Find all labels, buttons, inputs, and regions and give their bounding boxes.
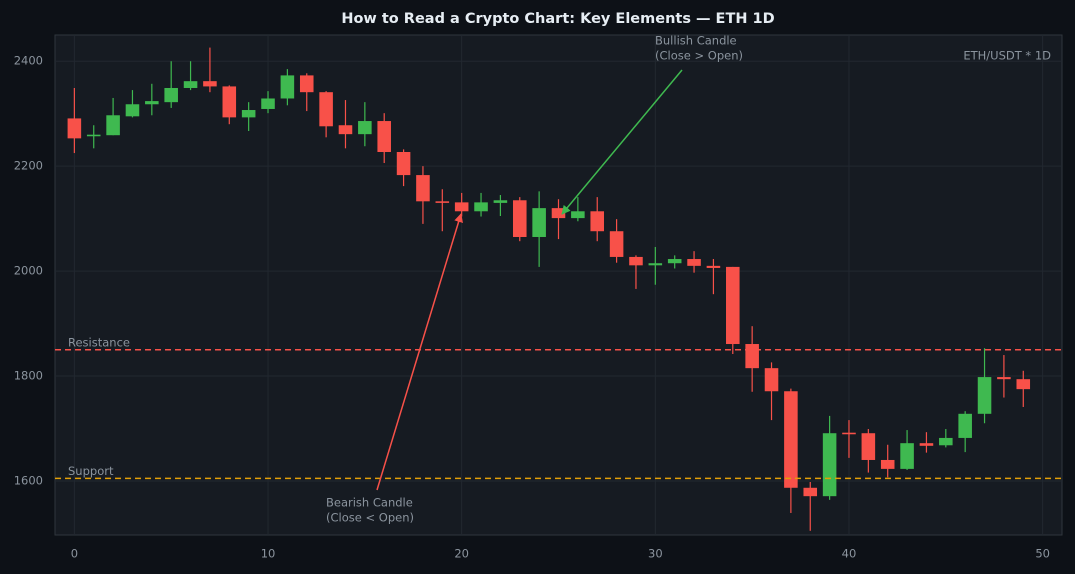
candle-body [977,377,992,414]
candle-body [667,259,682,264]
candle-body [222,86,237,118]
candle-body [67,118,82,139]
candle-body [571,211,585,219]
y-tick-label: 2200 [14,159,43,173]
y-tick-label: 2000 [14,264,43,278]
level-label: Resistance [68,335,130,349]
annotation-text: Bearish Candle [326,496,413,510]
x-tick-label: 40 [842,547,857,561]
annotation-text: (Close < Open) [326,511,414,525]
x-tick-label: 10 [261,547,276,561]
y-tick-label: 1600 [14,473,43,487]
candle-body [164,87,178,103]
candle-body [454,202,469,212]
x-tick-label: 0 [71,547,78,561]
layer: 1600 1800 2000 2200 2400 0 10 20 30 40 50 Resistanc… [14,35,1062,561]
candle-body [629,256,643,266]
candle-body [86,134,101,137]
candle-body [532,208,546,237]
chart-title: How to Read a Crypto Chart: Key Elements… [341,11,774,27]
candle-body [203,81,217,87]
candle-body [183,81,198,88]
candle-body [687,259,701,266]
candle-body [493,200,508,203]
candle-body [358,121,372,135]
candle-body [939,437,953,446]
y-tick-label: 2400 [14,54,43,68]
symbol-label: ETH/USDT * 1D [963,49,1051,63]
candle-body [338,125,353,135]
candle-body [474,202,488,212]
candle-body [609,231,624,257]
candle-body [919,443,934,446]
y-tick-label: 1800 [14,369,43,383]
level-label: Support [68,464,114,478]
annotation-text: (Close > Open) [655,49,743,63]
candle-body [106,115,120,136]
candle-body [280,75,295,99]
candle-body [803,487,818,497]
candle-body [900,443,914,469]
candle-body [784,391,798,488]
candle-body [726,266,740,345]
candle-body [958,413,972,438]
candle-body [590,211,605,232]
candle-body [299,75,314,93]
candle-body [261,98,275,109]
candle-body [145,101,159,105]
candle-body [822,433,837,497]
annotation-arrow [561,69,683,215]
candle-body [435,201,450,203]
candle-body [648,263,663,266]
candle-body [745,344,759,369]
candle-body [512,200,527,237]
candle-body [416,175,430,202]
candle-body [880,459,895,469]
annotation-arrow [376,213,463,491]
x-tick-label: 50 [1035,547,1050,561]
candle-body [551,208,566,219]
plot-area [54,34,1063,536]
candle-body [319,92,333,127]
candle-body [241,110,256,118]
annotation-text: Bullish Candle [655,34,737,48]
candle-body [377,121,391,152]
candle-body [125,104,140,117]
candle-body [842,432,856,435]
x-tick-label: 30 [648,547,663,561]
candle-body [861,433,876,460]
x-tick-label: 20 [454,547,469,561]
candle-body [997,377,1011,380]
candle-body [396,151,411,176]
candle-body [1016,379,1031,390]
candle-body [706,265,721,268]
candle-body [764,368,779,392]
